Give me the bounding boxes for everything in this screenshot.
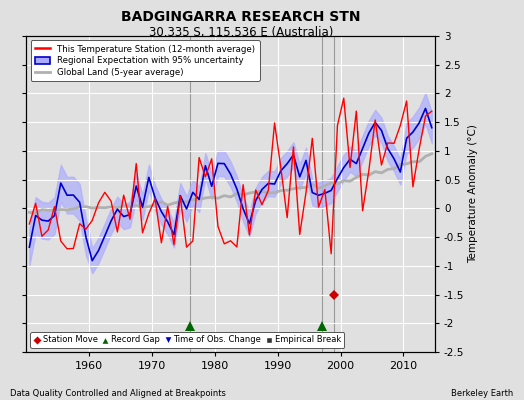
Text: BADGINGARRA RESEARCH STN: BADGINGARRA RESEARCH STN xyxy=(121,10,361,24)
Y-axis label: Temperature Anomaly (°C): Temperature Anomaly (°C) xyxy=(468,124,478,264)
Legend: Station Move, Record Gap, Time of Obs. Change, Empirical Break: Station Move, Record Gap, Time of Obs. C… xyxy=(30,332,344,348)
Text: Data Quality Controlled and Aligned at Breakpoints: Data Quality Controlled and Aligned at B… xyxy=(10,389,226,398)
Text: Berkeley Earth: Berkeley Earth xyxy=(451,389,514,398)
Text: 30.335 S, 115.536 E (Australia): 30.335 S, 115.536 E (Australia) xyxy=(149,26,333,39)
